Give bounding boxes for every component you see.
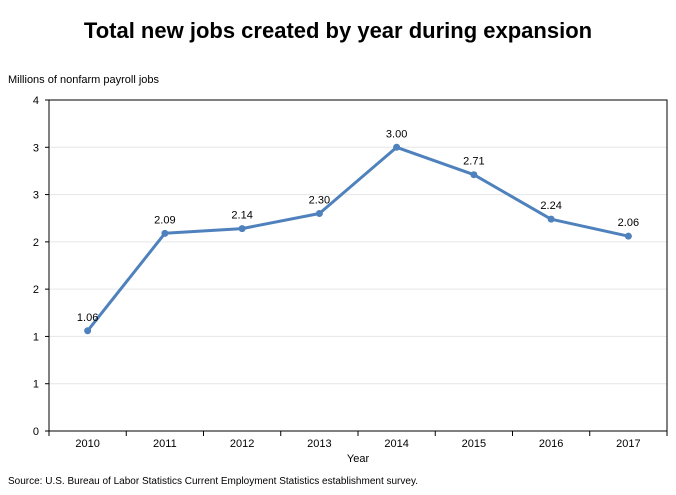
data-label: 3.00 xyxy=(386,128,407,140)
data-label: 2.30 xyxy=(309,194,330,206)
series-line xyxy=(86,145,629,332)
x-tick-label: 2013 xyxy=(307,438,331,450)
y-tick-label: 3 xyxy=(33,190,39,202)
data-label: 2.09 xyxy=(154,214,175,226)
source-note: Source: U.S. Bureau of Labor Statistics … xyxy=(8,476,418,487)
data-point xyxy=(624,232,632,240)
data-points xyxy=(84,143,632,335)
x-tick-label: 2014 xyxy=(384,438,408,450)
data-point xyxy=(393,143,401,151)
x-tick-label: 2015 xyxy=(462,438,486,450)
x-tick-label: 2010 xyxy=(75,438,99,450)
data-point xyxy=(547,215,555,223)
y-tick-label: 1 xyxy=(33,379,39,391)
data-label: 2.71 xyxy=(463,156,484,168)
x-axis-ticks: 2010 2011 2012 2013 2014 2015 2016 2017 xyxy=(48,431,668,450)
data-point xyxy=(161,229,169,237)
data-labels: 1.06 2.09 2.14 2.30 3.00 2.71 2.24 2.06 xyxy=(77,128,639,323)
y-tick-label: 3 xyxy=(33,142,39,154)
chart-title: Total new jobs created by year during ex… xyxy=(83,18,593,43)
data-point xyxy=(84,327,92,335)
y-tick-label: 4 xyxy=(33,95,39,107)
gridlines xyxy=(49,146,667,385)
x-tick-label: 2017 xyxy=(616,438,640,450)
x-tick-label: 2016 xyxy=(539,438,563,450)
y-tick-label: 2 xyxy=(33,284,39,296)
y-axis-label: Millions of nonfarm payroll jobs xyxy=(8,74,160,86)
data-point xyxy=(315,209,323,217)
data-label: 1.06 xyxy=(77,312,98,324)
data-label: 2.24 xyxy=(540,200,561,212)
y-tick-label: 1 xyxy=(33,331,39,343)
data-label: 2.14 xyxy=(231,210,252,222)
x-tick-label: 2012 xyxy=(230,438,254,450)
data-label: 2.06 xyxy=(618,217,639,229)
x-tick-label: 2011 xyxy=(153,438,177,450)
data-point xyxy=(470,171,478,179)
y-axis-ticks: 0 1 1 2 2 3 3 4 xyxy=(33,95,49,438)
data-point xyxy=(238,225,246,233)
y-tick-label: 0 xyxy=(33,426,39,438)
plot-area-frame xyxy=(48,99,668,432)
x-axis-label: Year xyxy=(347,453,370,465)
y-tick-label: 2 xyxy=(33,237,39,249)
